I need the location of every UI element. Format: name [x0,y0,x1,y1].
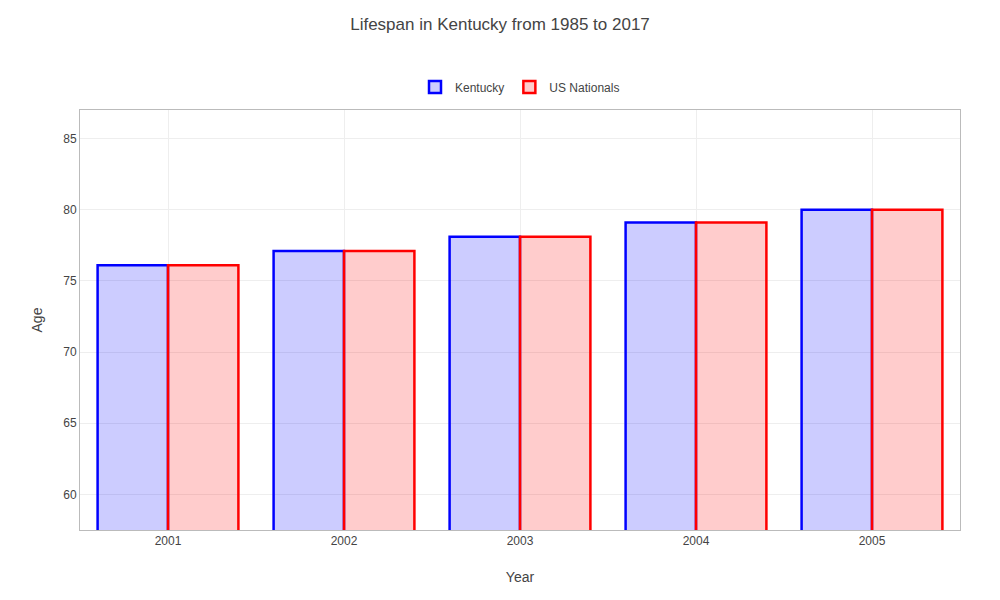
svg-text:Lifespan in Kentucky from 1985: Lifespan in Kentucky from 1985 to 2017 [350,15,650,34]
svg-text:2001: 2001 [155,534,182,548]
svg-text:80: 80 [63,203,77,217]
svg-text:Age: Age [29,307,45,332]
svg-text:65: 65 [63,416,77,430]
svg-text:2003: 2003 [507,534,534,548]
svg-text:85: 85 [63,132,77,146]
svg-text:Year: Year [506,569,535,585]
svg-text:75: 75 [63,274,77,288]
svg-text:2005: 2005 [859,534,886,548]
svg-text:2004: 2004 [683,534,710,548]
svg-text:Kentucky: Kentucky [455,81,504,95]
svg-text:2002: 2002 [331,534,358,548]
svg-text:70: 70 [63,345,77,359]
svg-text:60: 60 [63,488,77,502]
svg-text:US Nationals: US Nationals [549,81,619,95]
